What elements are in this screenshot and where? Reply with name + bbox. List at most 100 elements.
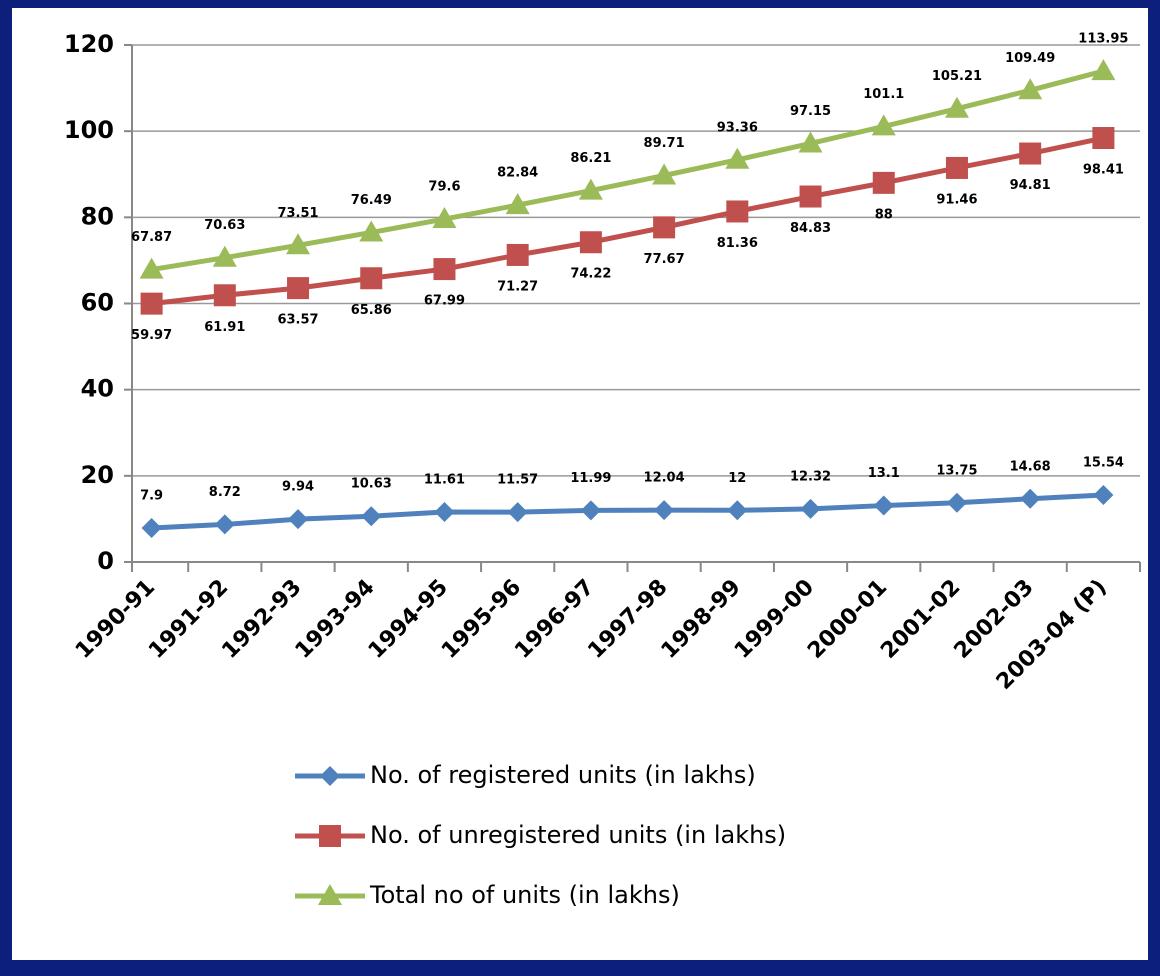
point [214,514,235,535]
data-label: 86.21 [570,151,611,166]
point [726,200,749,223]
data-label: 10.63 [351,477,392,492]
point [800,498,821,519]
data-label: 82.84 [497,166,538,181]
point [799,185,822,208]
data-label: 67.99 [424,294,465,309]
data-label: 12.32 [790,469,831,484]
data-label: 84.83 [790,221,831,236]
data-label: 94.81 [1010,178,1051,193]
data-label: 11.61 [424,472,465,487]
point [506,243,529,266]
y-tick-label: 100 [64,116,114,144]
point [320,766,340,786]
point [798,131,823,153]
data-label: 14.68 [1010,459,1051,474]
point [944,96,969,118]
point [725,147,750,169]
point [212,245,237,267]
point [213,284,236,307]
data-label: 88 [875,207,893,222]
point [871,114,896,136]
data-label: 71.27 [497,279,538,294]
y-tick-label: 80 [81,202,114,230]
data-label: 61.91 [204,320,245,335]
legend-label: Total no of units (in lakhs) [369,881,680,909]
point [359,220,384,242]
point [1093,485,1114,506]
y-tick-label: 40 [81,375,114,403]
y-tick-label: 120 [64,30,114,58]
point [141,517,162,538]
point [1018,78,1043,100]
data-label: 7.9 [140,488,163,503]
point [507,502,528,523]
point [433,258,456,281]
series-line [151,492,1104,531]
point [727,500,748,521]
data-label: 76.49 [351,193,392,208]
point [434,501,455,522]
point [653,216,676,239]
data-label: 109.49 [1005,51,1055,66]
point [318,884,342,905]
point [873,495,894,516]
data-label: 8.72 [209,485,241,500]
data-label: 81.36 [717,236,758,251]
point [505,193,530,215]
data-label: 89.71 [644,136,685,151]
data-label: 91.46 [936,192,977,207]
data-label: 77.67 [644,252,685,267]
point [580,500,601,521]
data-label: 11.99 [570,471,611,486]
data-label: 79.6 [428,180,460,195]
data-label: 11.57 [497,473,538,488]
point [578,178,603,200]
point [654,500,675,521]
data-label: 9.94 [282,480,314,495]
point [1019,142,1042,165]
point [872,171,895,194]
data-label: 13.75 [936,463,977,478]
data-label: 74.22 [570,267,611,282]
point [432,207,457,229]
data-label: 59.97 [131,328,172,343]
point [946,492,967,513]
data-label: 73.51 [277,206,318,221]
point [361,506,382,527]
point [287,277,310,300]
y-tick-label: 20 [81,461,114,489]
point [945,156,968,179]
point [652,163,677,185]
data-label: 12 [728,471,746,486]
data-label: 93.36 [717,120,758,135]
point [288,509,309,530]
data-label: 105.21 [932,69,982,84]
legend-label: No. of unregistered units (in lakhs) [370,821,786,849]
point [1092,127,1115,150]
data-label: 15.54 [1083,456,1124,471]
y-tick-label: 0 [97,547,114,575]
data-label: 67.87 [131,230,172,245]
data-label: 63.57 [277,313,318,328]
data-label: 12.04 [644,471,685,486]
data-label: 98.41 [1083,163,1124,178]
data-label: 65.86 [351,303,392,318]
data-label: 113.95 [1078,32,1128,47]
point [140,292,163,315]
point [139,257,164,279]
series-line [151,68,1105,273]
legend-label: No. of registered units (in lakhs) [370,761,756,789]
data-label: 13.1 [868,466,900,481]
point [286,233,311,255]
data-label: 101.1 [863,87,904,102]
point [579,231,602,254]
point [319,825,341,847]
data-label: 70.63 [204,218,245,233]
series-line [151,135,1104,307]
point [1020,488,1041,509]
data-label: 97.15 [790,104,831,119]
y-tick-label: 60 [81,289,114,317]
point [1091,59,1116,81]
